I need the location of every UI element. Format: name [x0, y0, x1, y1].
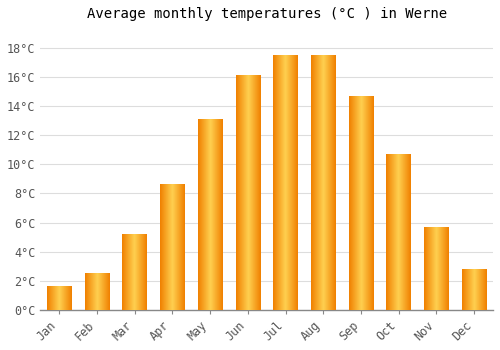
Title: Average monthly temperatures (°C ) in Werne: Average monthly temperatures (°C ) in We…: [86, 7, 446, 21]
